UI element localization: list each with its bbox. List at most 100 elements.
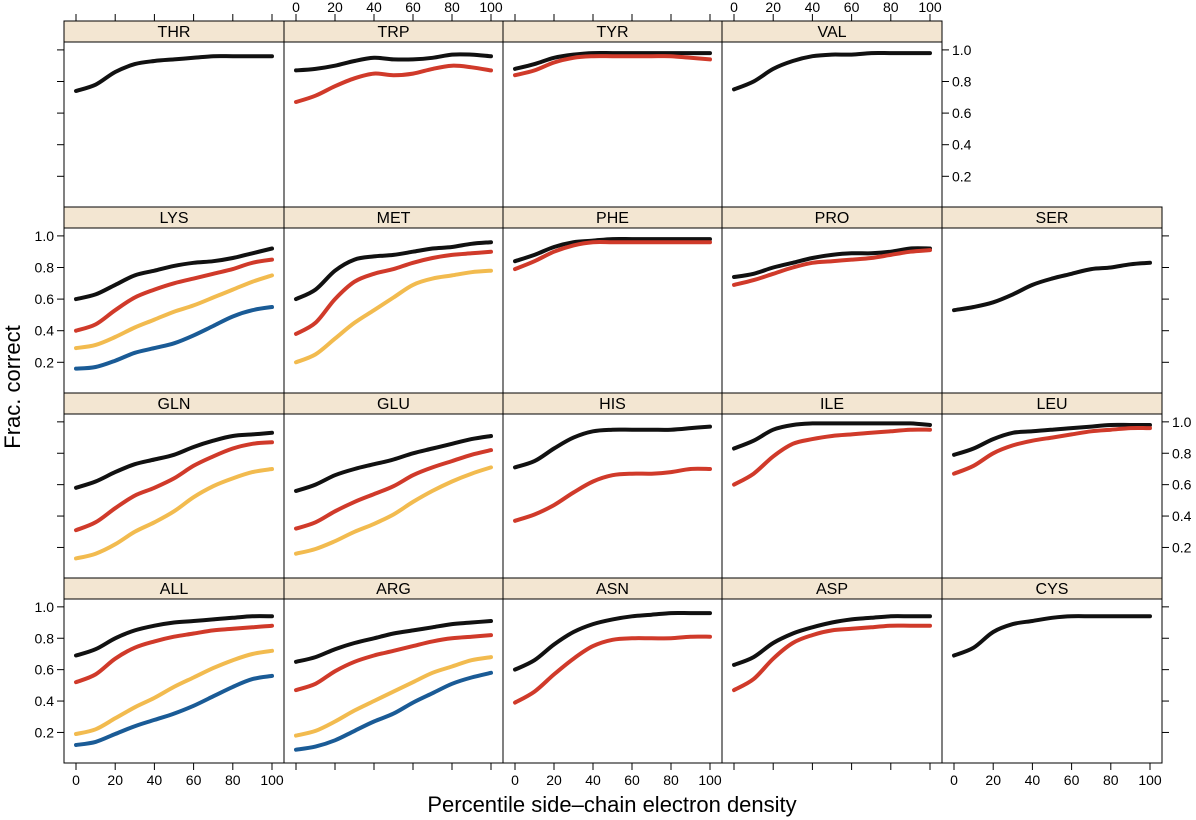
series-line-orange — [294, 655, 493, 738]
x-tick-label: 40 — [805, 0, 821, 15]
panel-his: HIS — [502, 392, 723, 579]
panel-all: ALL 0.2 0.4 0.6 0.8 1.0 0 20 40 60 80 100 — [35, 577, 285, 788]
panel-glu: GLU — [283, 392, 504, 579]
series-line-blue — [74, 673, 274, 747]
series-line-black — [294, 434, 493, 493]
series-line-red — [732, 248, 932, 287]
panel-frame — [502, 598, 723, 764]
x-tick-label: 100 — [698, 772, 722, 788]
series-line-red — [294, 63, 493, 104]
series-line-black — [732, 421, 932, 451]
x-tick-label: 0 — [730, 0, 738, 15]
series-line-black — [732, 246, 932, 279]
x-tick-label: 0 — [511, 772, 519, 788]
strip-label: HIS — [599, 396, 626, 413]
x-tick-label: 20 — [765, 0, 781, 15]
panel-trp: TRP 0 20 40 60 80 100 — [283, 0, 504, 208]
panel-thr: THR — [57, 14, 285, 208]
strip-label: MET — [377, 210, 411, 227]
panel-frame — [941, 598, 1163, 764]
series-line-black — [513, 236, 712, 264]
series-line-red — [732, 427, 932, 487]
panel-frame — [63, 41, 285, 208]
y-tick-label: 0.6 — [35, 662, 55, 678]
x-tick-label: 20 — [327, 0, 343, 15]
y-tick-label: 0.2 — [1172, 539, 1192, 555]
x-tick-label: 0 — [292, 0, 300, 15]
x-tick-label: 100 — [260, 772, 284, 788]
panel-gln: GLN — [57, 392, 285, 579]
x-tick-label: 40 — [366, 0, 382, 15]
strip-label: ALL — [160, 581, 189, 598]
y-tick-label: 0.2 — [952, 168, 972, 184]
x-tick-label: 0 — [72, 772, 80, 788]
y-axis-title: Frac. correct — [0, 325, 25, 448]
y-tick-label: 1.0 — [952, 42, 972, 58]
series-line-black — [294, 619, 493, 664]
strip-label: VAL — [817, 24, 846, 41]
series-line-red — [294, 249, 493, 336]
y-tick-label: 0.4 — [952, 137, 972, 153]
panel-pro: PRO — [721, 206, 943, 394]
series-line-red — [294, 633, 493, 693]
panel-met: MET — [283, 206, 504, 394]
series-line-black — [952, 422, 1152, 457]
series-line-orange — [74, 648, 274, 736]
series-line-red — [732, 623, 932, 693]
y-tick-label: 0.2 — [35, 724, 55, 740]
series-line-red — [294, 448, 493, 531]
series-line-orange — [74, 467, 274, 561]
panel-frame — [502, 413, 723, 579]
series-line-black — [732, 50, 932, 92]
x-tick-label: 100 — [1138, 772, 1162, 788]
x-tick-label: 80 — [663, 772, 679, 788]
panel-tyr: TYR — [502, 14, 723, 208]
series-line-black — [74, 54, 274, 93]
panel-asn: ASN 0 20 40 60 80 100 — [502, 577, 723, 788]
strip-label: TYR — [597, 24, 629, 41]
x-tick-label: 60 — [186, 772, 202, 788]
panel-frame — [941, 227, 1163, 394]
series-line-red — [513, 466, 712, 523]
series-line-black — [74, 614, 274, 658]
series-line-orange — [294, 465, 493, 556]
x-tick-label: 100 — [918, 0, 942, 15]
x-tick-label: 40 — [1025, 772, 1041, 788]
strip-label: ARG — [376, 581, 411, 598]
x-tick-label: 80 — [883, 0, 899, 15]
strip-label: CYS — [1036, 581, 1069, 598]
x-tick-label: 0 — [950, 772, 958, 788]
panel-leu: LEU 0.2 0.4 0.6 0.8 1.0 — [941, 392, 1192, 579]
series-line-black — [952, 260, 1152, 313]
x-tick-label: 80 — [444, 0, 460, 15]
series-line-black — [294, 240, 493, 302]
y-tick-label: 0.4 — [35, 323, 55, 339]
series-line-red — [952, 426, 1152, 476]
y-tick-label: 1.0 — [35, 228, 55, 244]
x-tick-label: 20 — [985, 772, 1001, 788]
y-tick-label: 0.8 — [1172, 445, 1192, 461]
x-tick-label: 20 — [546, 772, 562, 788]
series-line-black — [513, 424, 712, 470]
y-tick-label: 0.8 — [35, 630, 55, 646]
strip-label: TRP — [378, 24, 410, 41]
series-line-black — [952, 614, 1152, 658]
y-tick-label: 0.6 — [952, 105, 972, 121]
series-line-blue — [74, 305, 274, 371]
strip-label: SER — [1036, 210, 1069, 227]
series-line-red — [74, 257, 274, 333]
series-line-orange — [294, 268, 493, 365]
series-line-red — [513, 634, 712, 705]
y-tick-label: 0.8 — [952, 74, 972, 90]
x-tick-label: 80 — [225, 772, 241, 788]
series-line-blue — [294, 670, 493, 752]
y-tick-label: 1.0 — [1172, 414, 1192, 430]
panel-ser: SER — [941, 206, 1169, 394]
x-tick-label: 80 — [1103, 772, 1119, 788]
strip-label: PRO — [815, 210, 850, 227]
strip-label: PHE — [596, 210, 629, 227]
strip-label: LEU — [1036, 396, 1067, 413]
x-tick-label: 60 — [624, 772, 640, 788]
panel-ile: ILE — [721, 392, 943, 579]
y-tick-label: 0.2 — [35, 354, 55, 370]
